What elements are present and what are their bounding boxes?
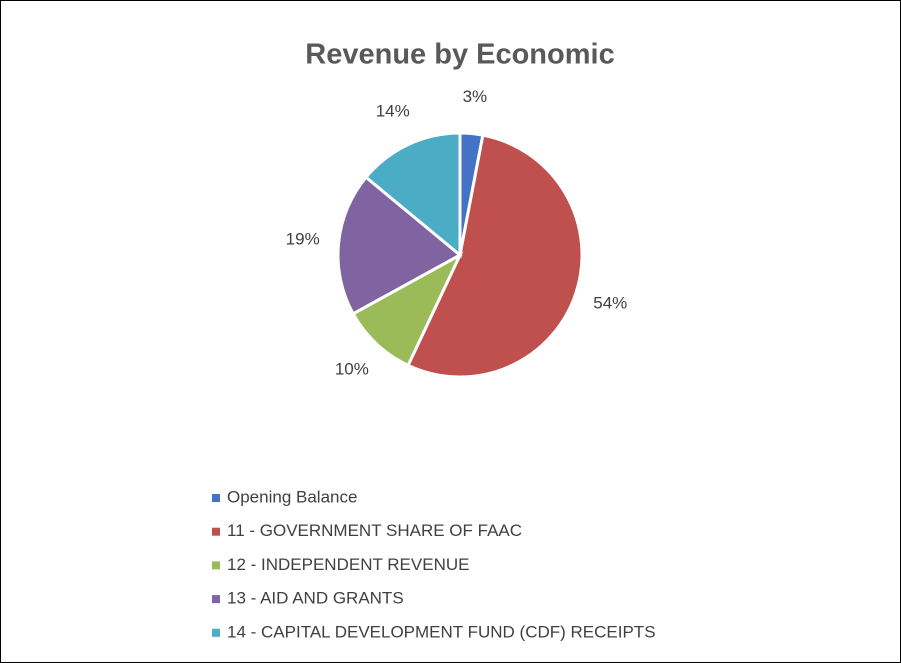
pie-slice xyxy=(406,133,584,379)
legend-label: 11 - GOVERNMENT SHARE OF FAAC xyxy=(227,521,522,540)
legend-swatch xyxy=(212,494,220,502)
pie-slice xyxy=(336,175,463,316)
legend-label: 14 - CAPITAL DEVELOPMENT FUND (CDF) RECE… xyxy=(227,622,656,641)
data-label: 10% xyxy=(335,360,369,379)
data-label: 54% xyxy=(593,293,627,312)
legend-label: 13 - AID AND GRANTS xyxy=(227,589,404,608)
data-label: 3% xyxy=(463,87,488,106)
legend-swatch xyxy=(212,561,220,570)
legend-swatch xyxy=(212,527,220,536)
legend-label: 12 - INDEPENDENT REVENUE xyxy=(227,555,469,574)
legend-swatch xyxy=(212,595,220,604)
data-label: 14% xyxy=(376,102,410,121)
legend-swatch xyxy=(212,628,220,637)
data-label: 19% xyxy=(286,230,320,249)
legend-label: Opening Balance xyxy=(227,487,357,506)
chart-title: Revenue by Economic xyxy=(305,39,614,71)
pie-slice xyxy=(363,131,462,259)
